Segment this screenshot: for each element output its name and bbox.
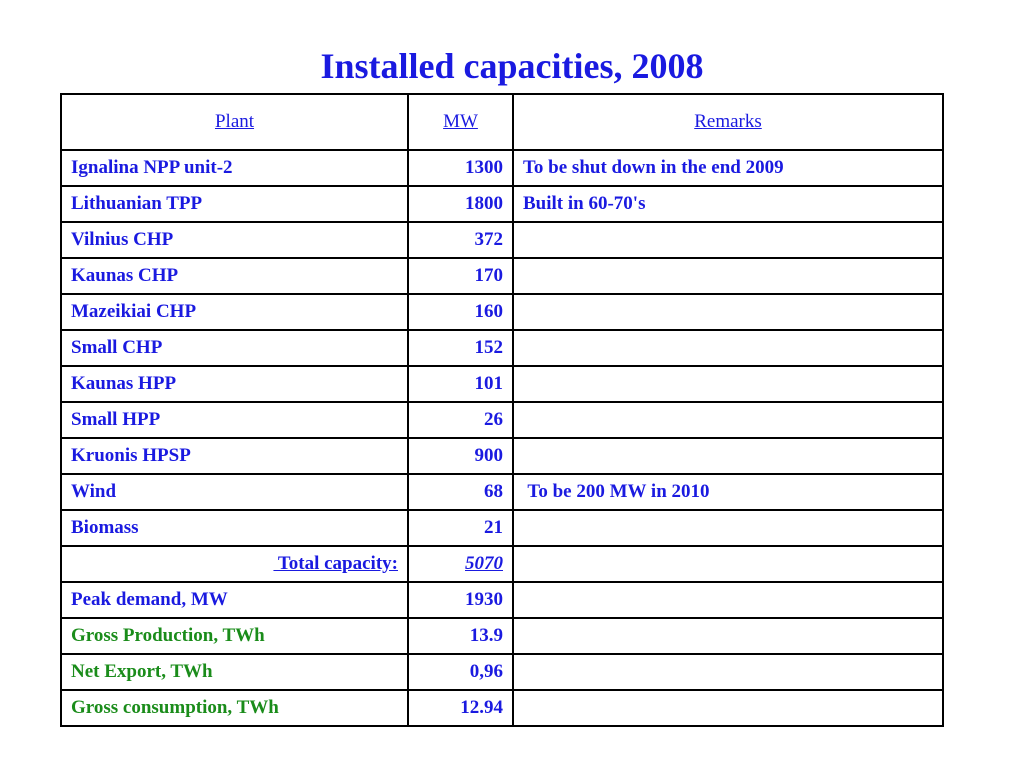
mw-cell: 170 — [407, 257, 514, 295]
mw-cell: 160 — [407, 293, 514, 331]
page-title: Installed capacities, 2008 — [320, 46, 704, 86]
table-row: Small CHP 152 — [60, 329, 944, 367]
table-row: Small HPP 26 — [60, 401, 944, 439]
mw-cell: 21 — [407, 509, 514, 547]
table-row: Mazeikiai CHP 160 — [60, 293, 944, 331]
summary-label: Gross consumption, TWh — [60, 689, 409, 727]
mw-cell: 101 — [407, 365, 514, 403]
plant-cell: Lithuanian TPP — [60, 185, 409, 223]
table-row: Wind 68 To be 200 MW in 2010 — [60, 473, 944, 511]
total-row: Total capacity: 5070 — [60, 545, 944, 583]
remarks-cell — [512, 329, 944, 367]
remarks-cell — [512, 653, 944, 691]
table-row: Ignalina NPP unit-2 1300 To be shut down… — [60, 149, 944, 187]
table-row: Biomass 21 — [60, 509, 944, 547]
table-row: Kaunas HPP 101 — [60, 365, 944, 403]
mw-cell: 1800 — [407, 185, 514, 223]
remarks-cell — [512, 257, 944, 295]
remarks-cell — [512, 617, 944, 655]
plant-cell: Small HPP — [60, 401, 409, 439]
table-row: Vilnius CHP 372 — [60, 221, 944, 259]
remarks-cell — [512, 689, 944, 727]
mw-cell: 900 — [407, 437, 514, 475]
plant-cell: Wind — [60, 473, 409, 511]
header-mw: MW — [407, 93, 514, 151]
remarks-cell — [512, 581, 944, 619]
remarks-cell: To be shut down in the end 2009 — [512, 149, 944, 187]
remarks-cell — [512, 545, 944, 583]
summary-label: Peak demand, MW — [60, 581, 409, 619]
plant-cell: Kaunas CHP — [60, 257, 409, 295]
plant-cell: Biomass — [60, 509, 409, 547]
mw-cell: 152 — [407, 329, 514, 367]
summary-label: Gross Production, TWh — [60, 617, 409, 655]
mw-cell: 26 — [407, 401, 514, 439]
summary-row-peak-demand: Peak demand, MW 1930 — [60, 581, 944, 619]
summary-value: 0,96 — [407, 653, 514, 691]
remarks-cell — [512, 509, 944, 547]
summary-row-net-export: Net Export, TWh 0,96 — [60, 653, 944, 691]
capacities-table: Plant MW Remarks Ignalina NPP unit-2 130… — [60, 93, 944, 727]
plant-cell: Kaunas HPP — [60, 365, 409, 403]
plant-cell: Vilnius CHP — [60, 221, 409, 259]
remarks-cell: To be 200 MW in 2010 — [512, 473, 944, 511]
summary-row-gross-production: Gross Production, TWh 13.9 — [60, 617, 944, 655]
summary-value: 12.94 — [407, 689, 514, 727]
remarks-cell — [512, 401, 944, 439]
plant-cell: Mazeikiai CHP — [60, 293, 409, 331]
table-row: Lithuanian TPP 1800 Built in 60-70's — [60, 185, 944, 223]
plant-cell: Small CHP — [60, 329, 409, 367]
total-capacity-label: Total capacity: — [60, 545, 409, 583]
remarks-cell — [512, 293, 944, 331]
total-capacity-value: 5070 — [407, 545, 514, 583]
remarks-cell — [512, 221, 944, 259]
mw-cell: 68 — [407, 473, 514, 511]
mw-cell: 1300 — [407, 149, 514, 187]
table-header-row: Plant MW Remarks — [60, 93, 944, 151]
remarks-cell — [512, 437, 944, 475]
plant-cell: Kruonis HPSP — [60, 437, 409, 475]
plant-cell: Ignalina NPP unit-2 — [60, 149, 409, 187]
summary-label: Net Export, TWh — [60, 653, 409, 691]
summary-row-gross-consumption: Gross consumption, TWh 12.94 — [60, 689, 944, 727]
remarks-cell: Built in 60-70's — [512, 185, 944, 223]
header-remarks: Remarks — [512, 93, 944, 151]
remarks-cell — [512, 365, 944, 403]
table-row: Kruonis HPSP 900 — [60, 437, 944, 475]
table-row: Kaunas CHP 170 — [60, 257, 944, 295]
mw-cell: 372 — [407, 221, 514, 259]
summary-value: 13.9 — [407, 617, 514, 655]
header-plant: Plant — [60, 93, 409, 151]
summary-value: 1930 — [407, 581, 514, 619]
